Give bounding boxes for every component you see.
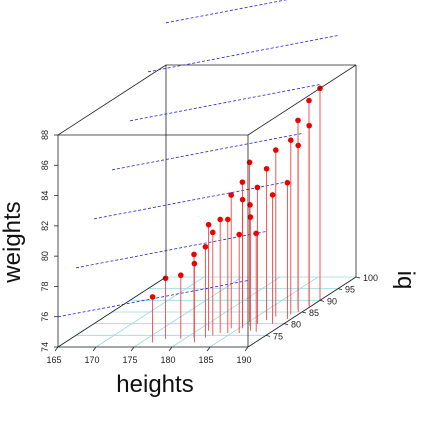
x-tick-label: 170	[84, 355, 99, 365]
box-edge	[57, 64, 167, 136]
y-tick-mark	[355, 276, 361, 279]
x-tick-label: 185	[198, 355, 213, 365]
box-front-edges	[57, 64, 357, 348]
z-tick-label: 78	[40, 281, 50, 291]
plane-line	[93, 182, 285, 220]
y-tick-mark	[301, 311, 307, 314]
box-edge	[247, 64, 357, 136]
x-tick-mark	[244, 346, 249, 352]
data-point	[295, 117, 301, 124]
data-point	[217, 216, 223, 223]
x-tick-label: 180	[160, 355, 175, 365]
data-point	[202, 244, 209, 250]
y-axis-title: iq	[392, 271, 419, 290]
data-point	[191, 260, 198, 267]
y-tick-mark	[283, 323, 289, 326]
z-tick-label: 76	[40, 312, 50, 322]
box-edge	[57, 276, 167, 348]
data-point	[210, 229, 216, 236]
drop-lines	[152, 88, 321, 343]
data-point	[247, 214, 254, 220]
data-point	[254, 184, 261, 191]
x-tick-label: 175	[122, 355, 137, 365]
x-tick-mark	[92, 346, 97, 352]
y-tick-labels: 75 80 85 90 95 100	[265, 273, 378, 341]
plane-line	[147, 35, 339, 73]
z-tick-label: 88	[40, 130, 50, 140]
data-point	[295, 142, 302, 149]
z-axis-title: weights	[0, 201, 26, 283]
plane-line	[111, 133, 303, 171]
x-tick-label: 165	[46, 355, 61, 365]
z-tick-label: 74	[40, 342, 50, 352]
y-tick-label: 80	[291, 320, 301, 330]
x-tick-mark	[130, 346, 135, 352]
y-tick-label: 100	[363, 273, 378, 283]
y-tick-label: 95	[345, 285, 355, 295]
y-tick-mark	[265, 334, 271, 337]
z-tick-label: 80	[40, 251, 50, 261]
data-point	[263, 165, 270, 172]
z-tick-label: 84	[40, 191, 50, 201]
data-point	[239, 179, 246, 185]
plane-line	[129, 84, 321, 122]
y-tick-label: 90	[327, 296, 337, 306]
y-tick-label: 85	[309, 308, 319, 318]
data-point	[288, 137, 294, 143]
data-point	[269, 192, 276, 198]
data-point	[253, 230, 259, 237]
data-points	[149, 85, 323, 300]
data-point	[247, 202, 253, 208]
box-back-edges	[57, 64, 356, 277]
x-tick-mark	[54, 346, 59, 352]
data-point	[273, 147, 279, 153]
data-point	[205, 221, 212, 228]
data-point	[228, 192, 234, 198]
data-point	[178, 272, 184, 279]
data-point	[191, 251, 197, 258]
z-tick-labels: 74 76 78 80 82 84 86 88	[40, 130, 58, 352]
x-tick-mark	[206, 346, 211, 352]
x-tick-label: 190	[236, 355, 251, 365]
y-tick-mark	[337, 288, 343, 291]
y-tick-label: 75	[273, 331, 283, 341]
data-point	[149, 294, 156, 300]
y-tick-mark	[319, 299, 325, 302]
data-point	[306, 97, 312, 104]
plane-line	[165, 0, 288, 24]
z-tick-label: 82	[40, 221, 50, 231]
data-point	[306, 122, 313, 129]
x-tick-mark	[168, 346, 173, 352]
data-point	[284, 179, 291, 186]
z-tick-label: 86	[40, 160, 50, 170]
data-point	[239, 196, 246, 203]
data-point	[236, 231, 242, 238]
regression-plane	[57, 0, 339, 318]
plane-line	[75, 231, 267, 269]
data-point	[162, 275, 169, 282]
data-point	[225, 216, 231, 223]
x-axis-title: heights	[116, 371, 193, 398]
x-tick-labels: 165 170 175 180 185 190	[46, 346, 252, 365]
